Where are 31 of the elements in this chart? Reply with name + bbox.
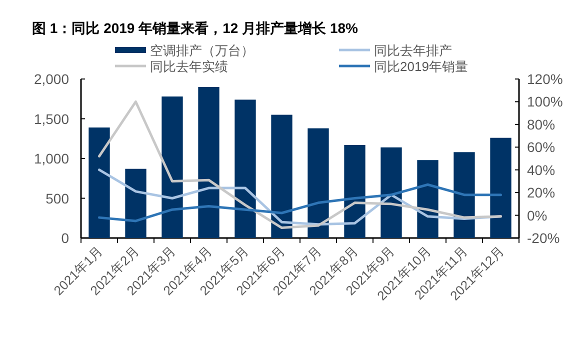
legend-label: 同比2019年销量: [374, 59, 468, 74]
bar: [125, 168, 146, 238]
bar: [344, 144, 366, 238]
bar: [271, 114, 292, 238]
y-tick-label: 1,000: [34, 150, 70, 166]
y-tick-label: 500: [46, 190, 70, 206]
y2-tick-label: 0%: [527, 207, 548, 224]
y2-tick-label: -20%: [527, 230, 560, 246]
legend-label: 同比去年实绩: [150, 59, 228, 74]
y-tick-label: 1,500: [34, 110, 70, 127]
bar: [490, 138, 512, 238]
bar: [454, 152, 475, 238]
bar: [162, 96, 183, 238]
y-tick-label: 2,000: [34, 71, 70, 87]
y2-tick-label: 100%: [527, 94, 563, 110]
bar: [88, 127, 110, 238]
bar: [308, 128, 329, 238]
legend-label: 空调排产（万台）: [150, 43, 254, 58]
line-series: [98, 100, 502, 230]
y2-tick-label: 20%: [527, 184, 556, 201]
bar: [380, 147, 402, 238]
y2-tick-label: 120%: [527, 71, 563, 87]
y2-tick-label: 40%: [527, 162, 556, 178]
legend-label: 同比去年排产: [374, 43, 452, 58]
y2-tick-label: 60%: [527, 139, 556, 156]
bar: [234, 100, 256, 238]
y2-tick-label: 80%: [527, 116, 556, 132]
line-series: [98, 183, 502, 222]
bar: [198, 86, 220, 238]
title: 图 1：同比 2019 年销量来看，12 月排产量增长 18%: [32, 20, 358, 36]
y-tick-label: 0: [61, 230, 70, 246]
